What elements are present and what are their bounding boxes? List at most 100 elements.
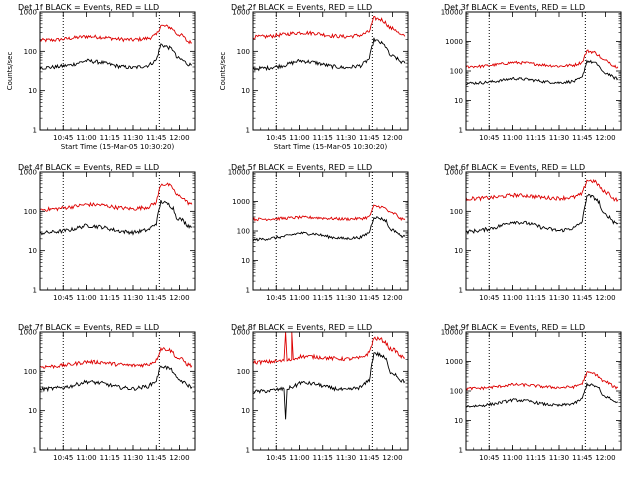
y-tick-label: 1000: [19, 329, 37, 337]
lld-series-line: [465, 370, 619, 391]
x-tick-label: 11:00: [76, 294, 96, 302]
y-axis-label: Counts/sec: [6, 52, 14, 91]
y-tick-label: 1: [33, 127, 37, 135]
x-tick-label: 12:00: [382, 134, 402, 142]
detector-panel-9: Det 9f BLACK = Events, RED = LLD 1 10 100 10…: [441, 323, 622, 462]
x-tick-label: 11:30: [336, 454, 356, 462]
x-tick-label: 11:45: [359, 134, 379, 142]
plot-frame: [465, 11, 622, 131]
x-tick-label: 11:45: [572, 134, 592, 142]
x-tick-label: 12:00: [382, 294, 402, 302]
x-tick-label: 10:45: [266, 134, 286, 142]
x-tick-label: 12:00: [595, 454, 615, 462]
y-tick-label: 10: [454, 97, 463, 105]
plot-frame: [39, 171, 196, 291]
x-tick-label: 10:45: [53, 454, 73, 462]
x-tick-label: 12:00: [169, 454, 189, 462]
x-tick-label: 11:00: [502, 134, 522, 142]
y-tick-label: 1: [246, 127, 250, 135]
y-tick-label: 100: [450, 68, 463, 76]
y-tick-label: 10: [241, 257, 250, 265]
x-tick-label: 11:15: [313, 454, 333, 462]
x-tick-label: 10:45: [479, 454, 499, 462]
y-tick-label: 10000: [441, 329, 463, 337]
y-tick-label: 100: [450, 208, 463, 216]
x-tick-label: 10:45: [479, 134, 499, 142]
x-tick-label: 11:00: [289, 134, 309, 142]
y-tick-label: 10: [28, 87, 37, 95]
y-tick-label: 10: [241, 407, 250, 415]
x-tick-label: 11:00: [502, 294, 522, 302]
x-tick-label: 10:45: [53, 294, 73, 302]
x-tick-label: 11:45: [146, 134, 166, 142]
x-tick-label: 11:30: [336, 134, 356, 142]
y-tick-label: 100: [24, 368, 37, 376]
panel-title: Det 2f BLACK = Events, RED = LLD: [231, 3, 372, 12]
y-axis-label: Counts/sec: [219, 52, 227, 91]
y-tick-label: 1000: [19, 9, 37, 17]
y-tick-label: 10: [28, 247, 37, 255]
y-tick-label: 1000: [445, 169, 463, 177]
y-tick-label: 10000: [441, 9, 463, 17]
panel-title: Det 7f BLACK = Events, RED = LLD: [18, 323, 159, 332]
x-tick-label: 12:00: [382, 454, 402, 462]
x-tick-label: 12:00: [169, 294, 189, 302]
plot-frame: [252, 11, 409, 131]
y-tick-label: 1000: [232, 329, 250, 337]
detector-panel-6: Det 6f BLACK = Events, RED = LLD 1 10 100 10…: [444, 163, 622, 302]
plot-frame: [465, 331, 622, 451]
x-tick-label: 11:30: [336, 294, 356, 302]
detector-panel-5: Det 5f BLACK = Events, RED = LLD 1 10 100 10…: [228, 163, 409, 302]
x-tick-label: 11:00: [76, 134, 96, 142]
y-tick-label: 1000: [445, 358, 463, 366]
x-tick-label: 11:30: [549, 294, 569, 302]
plot-frame: [465, 171, 622, 291]
panel-title: Det 6f BLACK = Events, RED = LLD: [444, 163, 585, 172]
y-tick-label: 1: [459, 287, 463, 295]
lld-series-line: [39, 182, 193, 212]
lld-series-line: [39, 24, 193, 45]
y-tick-label: 1000: [232, 198, 250, 206]
y-tick-label: 100: [450, 388, 463, 396]
lld-series-line: [465, 178, 619, 203]
x-tick-label: 11:00: [76, 454, 96, 462]
events-series-line: [39, 43, 192, 70]
x-tick-label: 11:15: [313, 134, 333, 142]
y-tick-label: 10: [241, 87, 250, 95]
plot-frame: [252, 171, 409, 291]
x-tick-label: 11:30: [123, 454, 143, 462]
panel-title: Det 8f BLACK = Events, RED = LLD: [231, 323, 372, 332]
y-tick-label: 1000: [19, 169, 37, 177]
x-tick-label: 11:30: [549, 134, 569, 142]
x-tick-label: 10:45: [266, 294, 286, 302]
y-tick-label: 100: [24, 208, 37, 216]
lld-series-line: [252, 331, 406, 366]
x-tick-label: 10:45: [479, 294, 499, 302]
x-tick-label: 11:00: [289, 294, 309, 302]
y-tick-label: 1: [33, 447, 37, 455]
y-tick-label: 1: [246, 287, 250, 295]
y-tick-label: 100: [237, 368, 250, 376]
y-tick-label: 100: [237, 228, 250, 236]
panel-title: Det 4f BLACK = Events, RED = LLD: [18, 163, 159, 172]
x-tick-label: 11:15: [100, 454, 120, 462]
y-tick-label: 100: [24, 48, 37, 56]
detector-panel-3: Det 3f BLACK = Events, RED = LLD 1 10 100 10…: [441, 3, 622, 142]
y-tick-label: 1: [459, 447, 463, 455]
detector-panel-2: Det 2f BLACK = Events, RED = LLD 1 10 100 10…: [219, 3, 409, 151]
events-series-line: [252, 37, 406, 72]
y-tick-label: 1000: [232, 9, 250, 17]
x-tick-label: 11:30: [123, 294, 143, 302]
x-tick-label: 11:15: [100, 134, 120, 142]
y-tick-label: 100: [237, 48, 250, 56]
y-tick-label: 1000: [445, 38, 463, 46]
x-tick-label: 11:30: [123, 134, 143, 142]
lld-series-line: [252, 204, 406, 222]
detector-panel-7: Det 7f BLACK = Events, RED = LLD 1 10 100 10…: [18, 323, 196, 462]
x-tick-label: 12:00: [595, 134, 615, 142]
y-tick-label: 1: [33, 287, 37, 295]
lld-series-line: [465, 49, 619, 69]
plot-frame: [252, 331, 409, 451]
x-tick-label: 11:45: [572, 294, 592, 302]
y-tick-label: 1: [246, 447, 250, 455]
